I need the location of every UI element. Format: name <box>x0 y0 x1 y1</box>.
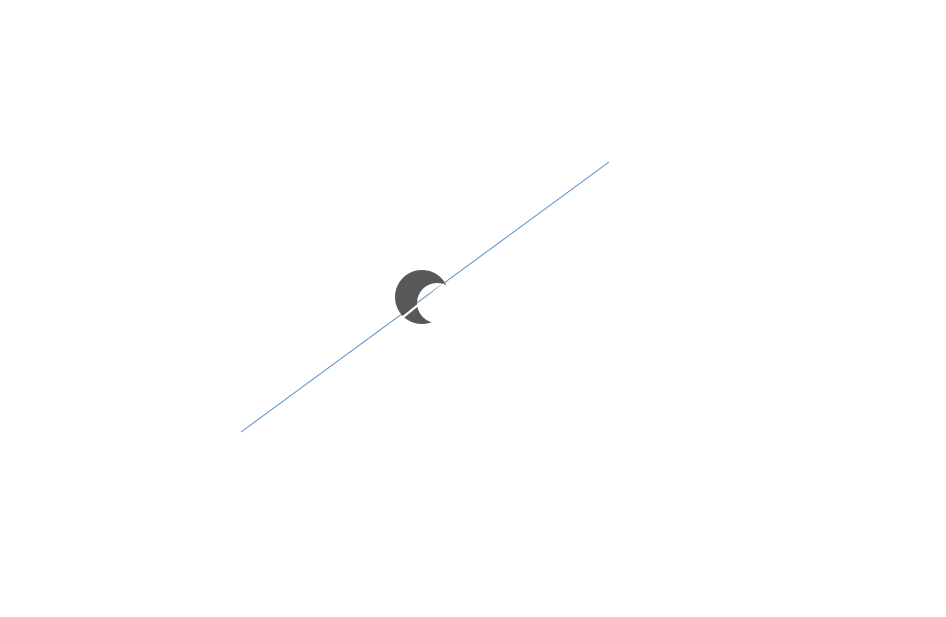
loading-spinner <box>395 270 449 324</box>
spinner-line-gap <box>396 283 445 323</box>
crescent-spinner-icon <box>395 270 449 324</box>
